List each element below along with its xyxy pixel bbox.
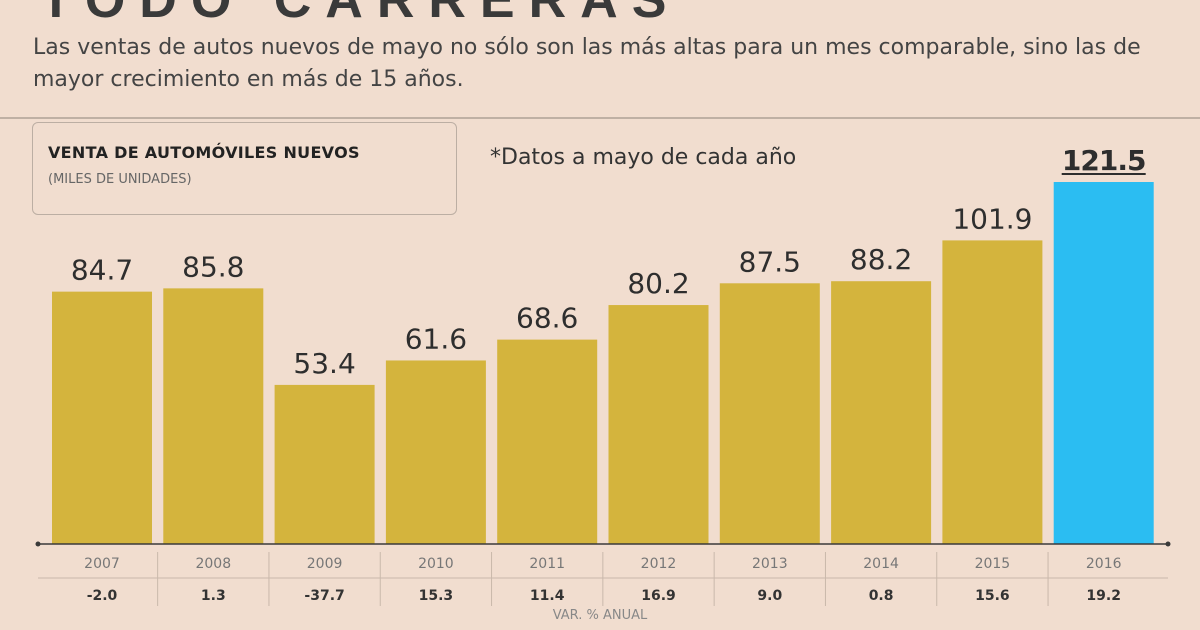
year-label-2015: 2015 xyxy=(975,556,1011,572)
divider xyxy=(0,117,1200,119)
chart-title-box xyxy=(32,122,457,215)
value-label-2011: 68.6 xyxy=(516,302,578,335)
value-label-2012: 80.2 xyxy=(627,267,689,300)
headline-text: TODO CARRERAS xyxy=(40,0,680,28)
bar-2008 xyxy=(163,288,264,544)
subtitle: Las ventas de autos nuevos de mayo no só… xyxy=(33,35,1141,92)
change-label-2013: 9.0 xyxy=(757,588,782,604)
value-label-2014: 88.2 xyxy=(850,243,912,276)
bar-2014 xyxy=(831,281,932,544)
changes-axis-label: VAR. % ANUAL xyxy=(552,608,648,623)
bar-2015 xyxy=(942,240,1043,544)
bar-2011 xyxy=(497,339,598,544)
x-axis-end-dot xyxy=(1165,541,1171,547)
year-label-2010: 2010 xyxy=(418,556,454,572)
change-label-2012: 16.9 xyxy=(641,588,676,604)
chart-units: (MILES DE UNIDADES) xyxy=(48,172,192,187)
change-label-2009: -37.7 xyxy=(304,588,344,604)
year-label-2009: 2009 xyxy=(307,556,343,572)
change-label-2015: 15.6 xyxy=(975,588,1010,604)
value-label-2015: 101.9 xyxy=(952,202,1032,235)
year-label-2012: 2012 xyxy=(641,556,677,572)
year-label-2008: 2008 xyxy=(195,556,231,572)
change-label-2008: 1.3 xyxy=(201,588,226,604)
chart-title: VENTA DE AUTOMÓVILES NUEVOS xyxy=(48,143,360,162)
x-axis-start-dot xyxy=(35,541,41,547)
value-label-2009: 53.4 xyxy=(293,347,355,380)
change-label-2014: 0.8 xyxy=(869,588,894,604)
value-label-2007: 84.7 xyxy=(71,254,133,287)
bar-2013 xyxy=(719,283,820,544)
value-label-2010: 61.6 xyxy=(405,322,467,355)
year-label-2014: 2014 xyxy=(863,556,899,572)
change-label-2010: 15.3 xyxy=(419,588,454,604)
value-label-2016: 121.5 xyxy=(1062,144,1146,177)
headline-clipped: TODO CARRERAS xyxy=(0,0,1200,28)
value-label-2013: 87.5 xyxy=(739,245,801,278)
bar-2016 xyxy=(1053,182,1154,544)
year-label-2007: 2007 xyxy=(84,556,120,572)
bar-2007 xyxy=(52,291,152,544)
value-label-2008: 85.8 xyxy=(182,250,244,283)
chart-note: *Datos a mayo de cada año xyxy=(490,145,797,170)
bar-2010 xyxy=(385,360,486,544)
bar-2009 xyxy=(274,384,375,544)
year-label-2016: 2016 xyxy=(1086,556,1122,572)
bar-2012 xyxy=(608,305,709,544)
year-label-2013: 2013 xyxy=(752,556,788,572)
year-label-2011: 2011 xyxy=(529,556,565,572)
change-label-2016: 19.2 xyxy=(1086,588,1121,604)
change-label-2011: 11.4 xyxy=(530,588,565,604)
change-label-2007: -2.0 xyxy=(87,588,118,604)
